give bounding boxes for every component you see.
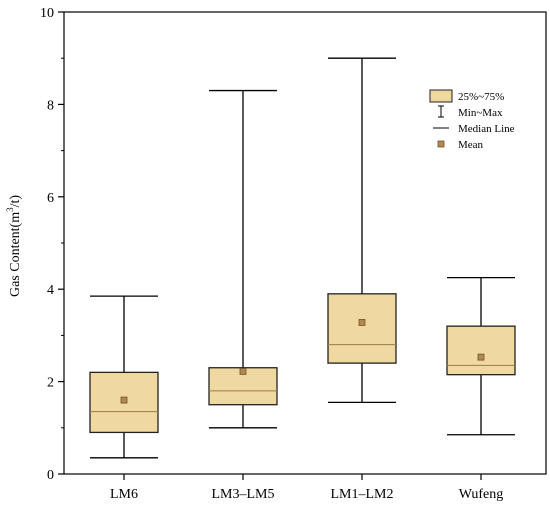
legend-item: Mean [437, 139, 484, 151]
legend-swatch-box [429, 89, 453, 103]
x-tick-label: LM1–LM2 [331, 487, 394, 502]
x-tick-label: LM6 [110, 487, 138, 502]
y-tick-label: 2 [47, 376, 54, 391]
axes-layer: 0 2 4 6 8 10 LM6 LM3–LM5 LM1–LM2 Wufeng [40, 6, 547, 502]
iqr-box [446, 325, 516, 376]
legend-swatch-mean [437, 140, 445, 148]
x-tick-label: LM3–LM5 [212, 487, 275, 502]
box-group [446, 276, 516, 436]
mean-marker [120, 396, 128, 404]
boxes-layer [89, 57, 516, 459]
legend: 25%~75% Min~Max Median Line Mean [429, 89, 515, 151]
legend-item: Median Line [433, 123, 515, 135]
x-tick-label: Wufeng [459, 487, 504, 502]
y-tick-label: 0 [47, 468, 54, 483]
y-tick-label: 10 [40, 6, 54, 21]
y-tick-label: 4 [47, 283, 54, 298]
mean-marker [477, 353, 485, 361]
legend-item: Min~Max [438, 105, 503, 119]
y-tick-label: 6 [47, 191, 54, 206]
iqr-box [327, 293, 397, 364]
mean-marker [358, 319, 366, 326]
box-group [327, 57, 397, 404]
box-group [208, 89, 278, 429]
y-tick-label: 8 [47, 98, 54, 113]
legend-label: 25%~75% [458, 91, 504, 103]
legend-item: 25%~75% [429, 89, 504, 103]
mean-marker [239, 368, 247, 375]
box-group [89, 295, 159, 459]
legend-label: Mean [458, 139, 484, 151]
y-axis-label: Gas Content(m3/t) [5, 195, 23, 297]
legend-label: Min~Max [458, 107, 503, 119]
legend-label: Median Line [458, 123, 515, 135]
